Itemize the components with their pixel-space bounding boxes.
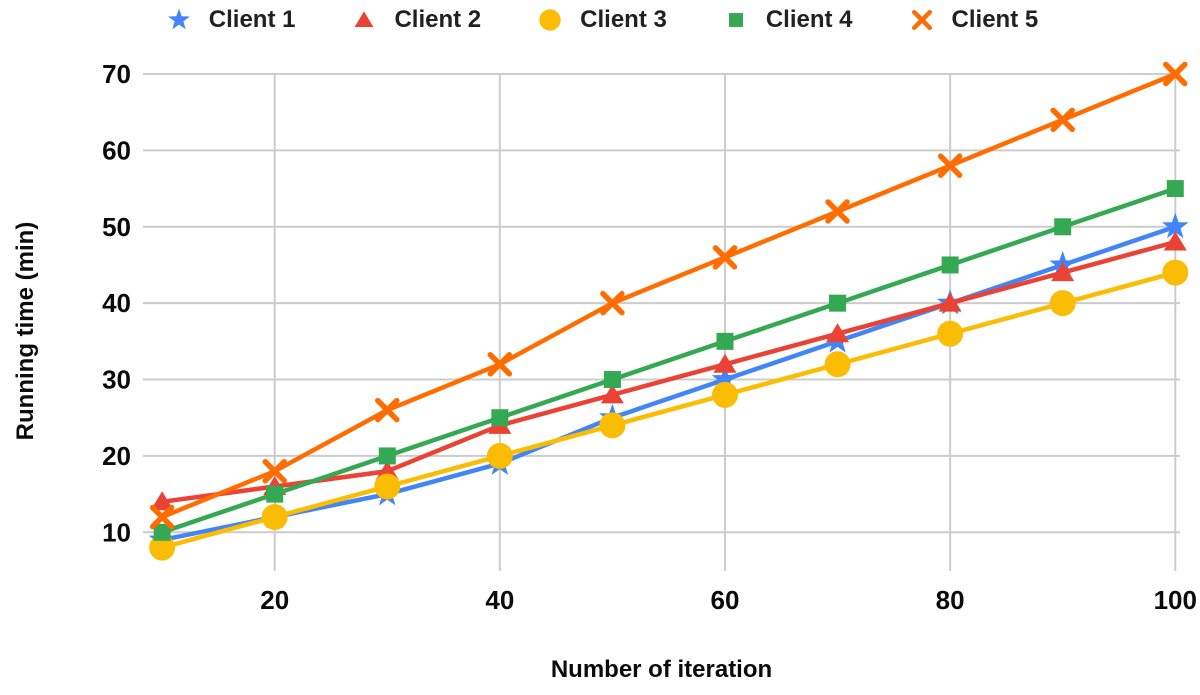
square-marker-icon [829, 294, 847, 312]
star-marker-icon [1162, 212, 1189, 239]
y-axis-title: Running time (min) [12, 221, 39, 441]
circle-marker-icon [149, 534, 176, 561]
x-tick-label: 80 [936, 585, 965, 615]
triangle-marker-icon [713, 353, 737, 373]
x-marker-icon [375, 397, 400, 423]
star-legend-icon [167, 8, 190, 30]
circle-marker-icon [261, 504, 288, 531]
square-legend-icon [728, 13, 743, 27]
legend-item-1: Client 1 [162, 3, 296, 37]
triangle-marker-icon [938, 292, 962, 312]
square-marker-icon [378, 447, 396, 465]
square-marker-icon [1054, 218, 1072, 236]
triangle-marker-icon [1051, 262, 1075, 282]
square-marker-icon [941, 256, 959, 274]
x-tick-label: 20 [260, 585, 289, 615]
x-tick-label: 100 [1154, 585, 1197, 615]
x-marker-icon [1163, 61, 1188, 87]
legend-label: Client 3 [580, 6, 667, 33]
y-tick-label: 10 [102, 517, 131, 547]
x-marker-icon [712, 245, 738, 270]
series-line-4 [159, 186, 1178, 535]
series-line-3 [159, 270, 1178, 550]
circle-marker-icon [937, 320, 964, 347]
series-line-2 [159, 239, 1178, 505]
legend-label: Client 2 [394, 6, 482, 33]
x-marker-icon [262, 458, 287, 484]
triangle-marker-icon [600, 384, 624, 404]
y-tick-label: 40 [102, 288, 131, 318]
circle-legend-icon [539, 9, 561, 31]
square-marker-icon [491, 409, 509, 427]
circle-marker-icon [1049, 290, 1076, 317]
y-tick-label: 50 [102, 212, 131, 242]
legend-item-4: Client 4 [719, 3, 853, 37]
legend-item-5: Client 5 [905, 3, 1039, 37]
triangle-marker-icon [826, 323, 850, 343]
legend-item-2: Client 2 [347, 3, 481, 37]
square-marker-icon [1166, 180, 1184, 198]
x-marker-icon [937, 153, 963, 178]
circle-marker-icon [711, 381, 738, 408]
triangle-marker-icon [1163, 231, 1187, 251]
square-marker-icon [603, 371, 621, 389]
y-tick-label: 70 [102, 59, 131, 89]
chart-legend: Client 1 Client 2 Client 3 Client 4 Client 5 [0, 2, 1200, 38]
x-tick-label: 60 [711, 585, 740, 615]
x-legend-icon [911, 9, 932, 31]
y-tick-label: 60 [102, 135, 131, 165]
y-tick-label: 20 [102, 441, 131, 471]
circle-marker-icon [486, 442, 513, 469]
triangle-legend-icon [355, 11, 374, 27]
circle-marker-icon [1162, 259, 1189, 286]
x-marker-icon [487, 352, 513, 377]
legend-label: Client 1 [208, 6, 296, 33]
legend-label: Client 4 [765, 6, 853, 33]
star-marker-icon [711, 365, 739, 391]
triangle-marker-icon [150, 491, 174, 511]
x-axis-title: Number of iteration [550, 656, 773, 683]
x-marker-icon [600, 290, 625, 316]
circle-marker-icon [824, 351, 851, 378]
circle-marker-icon [374, 473, 401, 500]
legend-item-3: Client 3 [533, 3, 667, 37]
circle-marker-icon [599, 412, 626, 439]
square-marker-icon [266, 485, 284, 503]
series-line-5 [159, 71, 1178, 520]
square-marker-icon [716, 332, 734, 350]
y-tick-label: 30 [102, 365, 131, 395]
legend-label: Client 5 [951, 6, 1039, 33]
x-marker-icon [1050, 107, 1075, 133]
series-line-1 [159, 224, 1178, 543]
x-marker-icon [149, 504, 175, 530]
x-tick-label: 40 [485, 585, 514, 615]
square-marker-icon [153, 523, 171, 541]
x-marker-icon [825, 199, 850, 224]
